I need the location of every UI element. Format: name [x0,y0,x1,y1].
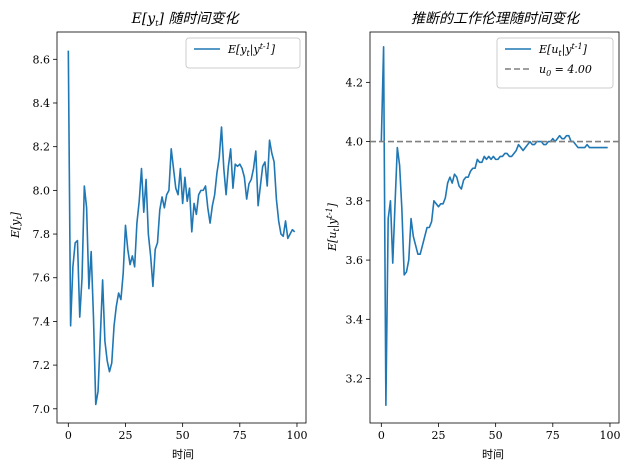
legend-label: E[ut|yt-1] [538,42,588,58]
legend-label: E[yt|yt-1] [227,42,276,58]
chart-left: E[yt] 随时间变化 E[yt] 时间 0 25 50 75 100 7.07.27.… [9,11,307,461]
chart-left-title: E[yt] 随时间变化 [131,11,241,28]
xtick-label: 25 [431,429,445,442]
chart-right-yticks: 3.2 3.4 3.6 3.8 4.0 4.2 [346,76,370,386]
ytick-label: 8.0 [33,184,51,197]
chart-left-yticks: 7.0 7.2 7.4 7.6 7.8 8.0 8.2 8.4 8.6 [33,53,57,416]
chart-right-xticks: 0 25 50 75 100 [378,423,620,442]
chart-right-xlabel: 时间 [482,448,504,461]
ytick-label: 7.0 [33,403,51,416]
ytick-label: 4.2 [346,76,364,89]
ytick-label: 7.6 [33,272,51,285]
chart-left-legend: E[yt|yt-1] [185,37,301,69]
chart-right-plot-frame [369,31,620,424]
xtick-label: 100 [599,429,620,442]
chart-right-series [370,46,619,407]
ytick-label: 3.4 [346,313,364,326]
xtick-label: 50 [176,429,190,442]
ytick-label: 8.4 [33,97,51,110]
chart-left-xlabel: 时间 [172,448,194,461]
ytick-label: 8.2 [33,141,51,154]
chart-right-legend: E[ut|yt-1] u0 = 4.00 [496,37,614,89]
xtick-label: 0 [378,429,385,442]
chart-left-ylabel: E[yt] [9,211,24,239]
ytick-label: 7.8 [33,228,51,241]
xtick-label: 75 [546,429,560,442]
chart-right-title: 推断的工作伦理随时间变化 [411,11,581,27]
ytick-label: 3.2 [346,373,364,386]
chart-right: 推断的工作伦理随时间变化 E[ut|yt-1] 时间 0 25 50 75 100 3.… [325,11,620,461]
ytick-label: 7.2 [33,359,51,372]
ytick-label: 3.6 [346,254,364,267]
series-line-0 [380,46,608,407]
ytick-label: 8.6 [33,53,51,66]
xtick-label: 25 [118,429,132,442]
xtick-label: 100 [286,429,307,442]
xtick-label: 0 [65,429,72,442]
chart-right-ylabel: E[ut|yt-1] [325,202,341,252]
ytick-label: 3.8 [346,195,364,208]
ytick-label: 4.0 [346,136,364,149]
series-line-0 [67,50,296,406]
legend-box [185,37,301,69]
chart-left-plot-frame [56,31,307,424]
legend-box [496,37,614,89]
ytick-label: 7.4 [33,315,51,328]
chart-left-series [67,50,296,406]
xtick-label: 50 [489,429,503,442]
xtick-label: 75 [233,429,247,442]
legend-label: u0 = 4.00 [539,63,592,78]
chart-left-xticks: 0 25 50 75 100 [65,423,307,442]
